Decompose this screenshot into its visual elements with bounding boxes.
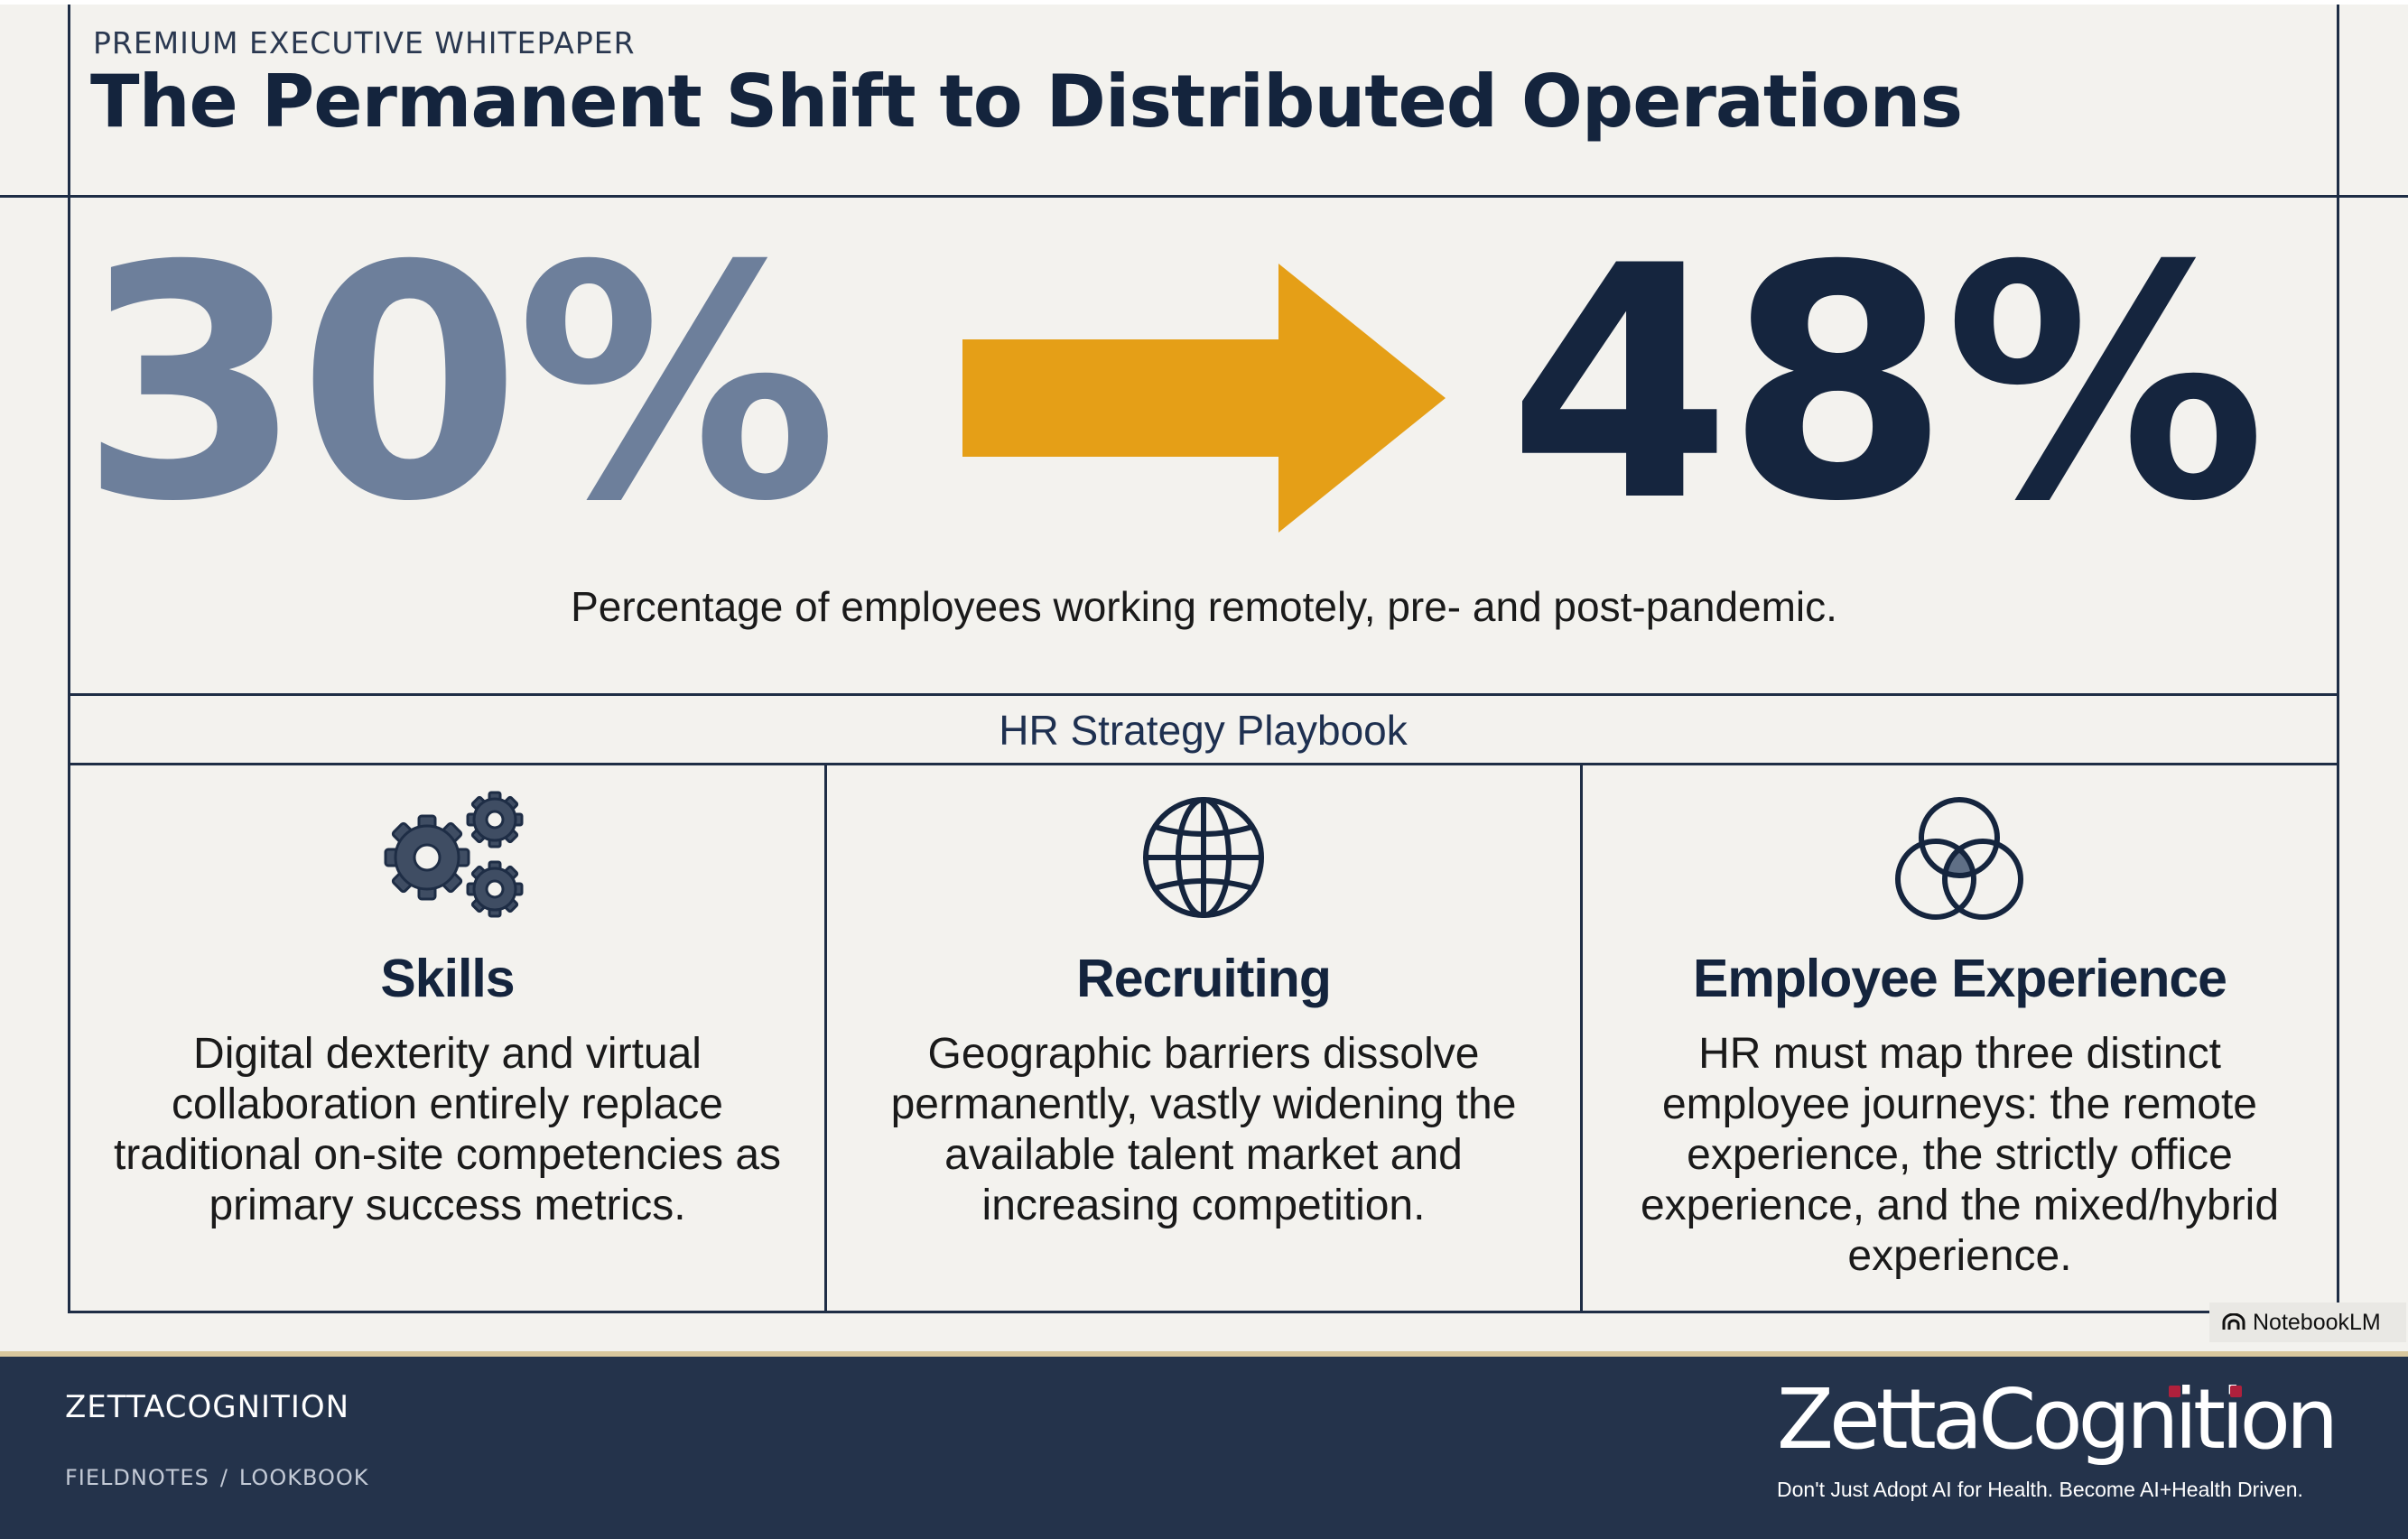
breadcrumb-lookbook[interactable]: LOOKBOOK xyxy=(238,1465,369,1490)
card-employee-experience: Employee Experience HR must map three di… xyxy=(1583,0,2337,1313)
stat-before-value: 30% xyxy=(79,198,838,571)
watermark-label: NotebookLM xyxy=(2253,1309,2381,1335)
card-body-skills: Digital dexterity and virtual collaborat… xyxy=(113,1030,782,1229)
top-edge xyxy=(0,0,2408,5)
cards-bottom-line xyxy=(68,1311,2339,1313)
frame-line-left xyxy=(68,5,70,1313)
card-recruiting: Recruiting Geographic barriers dissolve … xyxy=(827,0,1580,1313)
card-body-recruiting: Geographic barriers dissolve permanently… xyxy=(890,1030,1517,1229)
stat-after-value: 48% xyxy=(1508,198,2266,571)
page-title: The Permanent Shift to Distributed Opera… xyxy=(90,60,1963,144)
card-body-employee-experience: HR must map three distinct employee jour… xyxy=(1640,1030,2280,1280)
right-arrow-icon xyxy=(962,264,1446,533)
card-divider-2 xyxy=(1580,763,1583,1313)
notebooklm-logo-icon xyxy=(2222,1313,2245,1330)
logo-accent-dot xyxy=(2169,1386,2180,1397)
header-divider xyxy=(0,195,2408,198)
breadcrumb-separator: / xyxy=(219,1465,228,1490)
stat-caption: Percentage of employees working remotely… xyxy=(571,583,1837,630)
playbook-title: HR Strategy Playbook xyxy=(999,707,1408,754)
breadcrumb-fieldnotes[interactable]: FIELDNOTES xyxy=(65,1465,209,1490)
card-title-skills: Skills xyxy=(380,949,515,1008)
card-skills: Skills Digital dexterity and virtual col… xyxy=(70,0,824,1313)
breadcrumb: FIELDNOTES / LOOKBOOK xyxy=(65,1465,369,1490)
frame-line-right xyxy=(2337,5,2339,1313)
whitepaper-kicker: PREMIUM EXECUTIVE WHITEPAPER xyxy=(93,25,636,60)
logo-wordmark: ZettaCognition xyxy=(1777,1371,2338,1468)
card-title-employee-experience: Employee Experience xyxy=(1693,949,2227,1008)
playbook-divider xyxy=(68,763,2339,765)
logo-accent-dot xyxy=(2230,1386,2242,1397)
card-title-recruiting: Recruiting xyxy=(1076,949,1332,1008)
gears-icon xyxy=(384,791,524,918)
notebooklm-watermark: NotebookLM xyxy=(2209,1303,2406,1342)
logo-tagline: Don't Just Adopt AI for Health. Become A… xyxy=(1777,1478,2303,1501)
footer-brand-name[interactable]: ZETTACOGNITION xyxy=(65,1389,350,1425)
globe-icon xyxy=(1143,797,1264,918)
stat-divider xyxy=(68,693,2339,696)
venn-diagram-icon xyxy=(1895,797,2023,920)
card-divider-1 xyxy=(824,763,827,1313)
zettacognition-logo[interactable]: ZettaCognition Don't Just Adopt AI for H… xyxy=(1777,1378,2346,1502)
site-footer: ZETTACOGNITION FIELDNOTES / LOOKBOOK Zetta… xyxy=(0,1351,2408,1539)
